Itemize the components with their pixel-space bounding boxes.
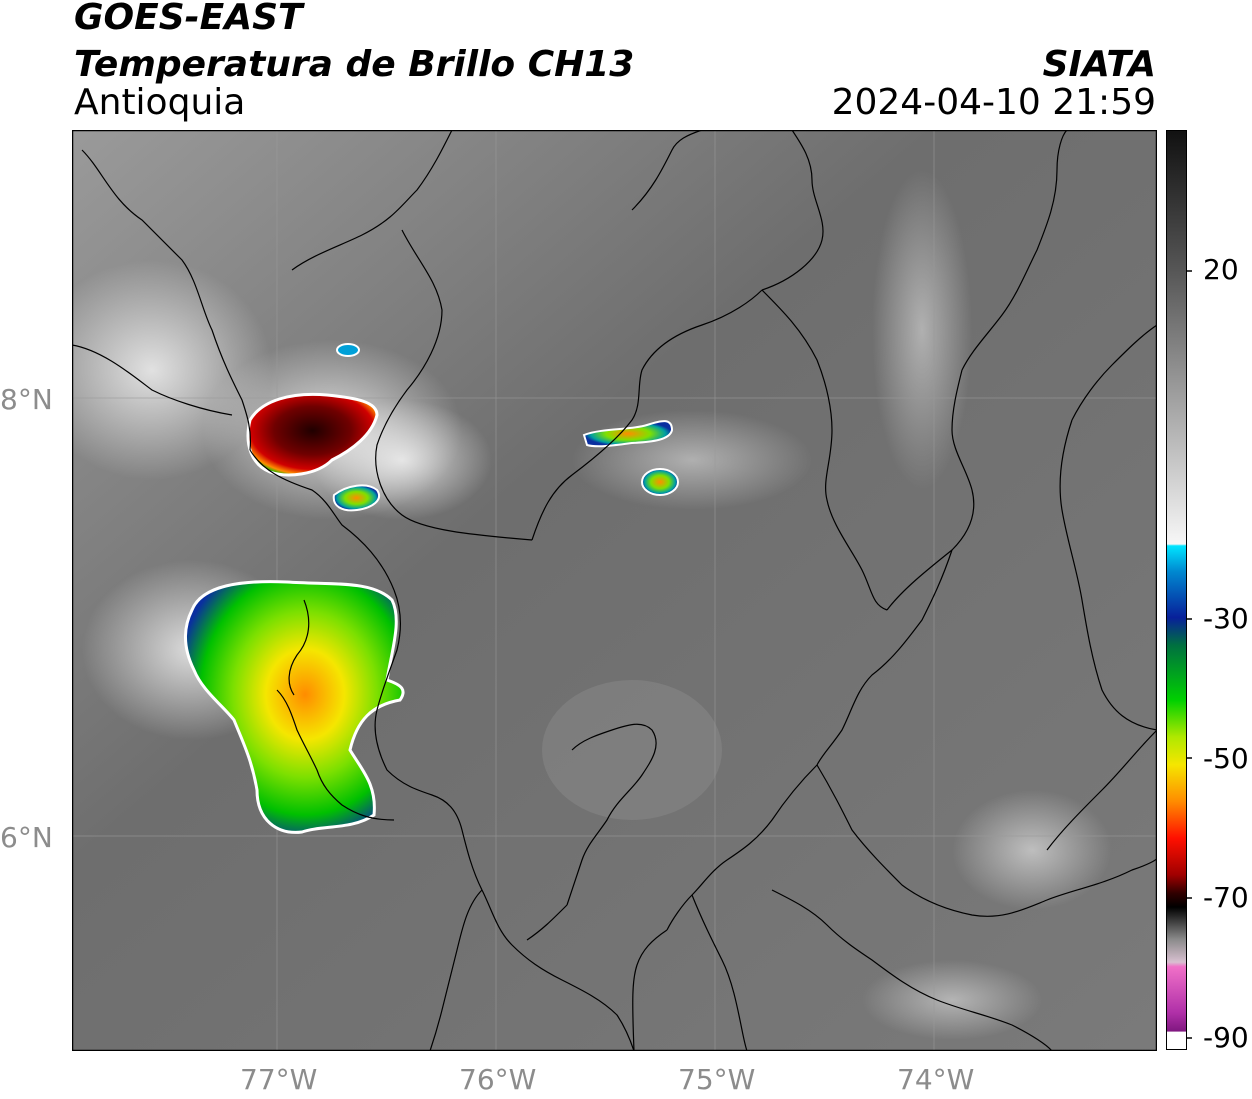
satellite-title: GOES-EAST (74, 0, 303, 38)
colorbar-ticks (1186, 270, 1192, 1039)
storm-cell-small-a (582, 420, 674, 448)
lat-label-6n: 6°N (0, 821, 53, 854)
region-subtitle: Antioquia (74, 82, 246, 123)
colorbar-label-minus90: -90 (1203, 1021, 1249, 1054)
colorbar-label-minus70: -70 (1203, 881, 1249, 914)
brand-label: SIATA (1042, 44, 1156, 85)
lon-label-75w: 75°W (678, 1063, 756, 1096)
product-title: Temperatura de Brillo CH13 (74, 44, 635, 85)
boundaries (72, 130, 1157, 1051)
colorbar-label-minus50: -50 (1203, 742, 1249, 775)
lon-label-76w: 76°W (459, 1063, 537, 1096)
storm-cell-small-c (332, 484, 380, 512)
colorbar (1166, 130, 1192, 1050)
map-frame (72, 130, 1157, 1051)
colorbar-label-20: 20 (1203, 253, 1239, 286)
colorbar-fill (1166, 130, 1187, 1050)
graticule (72, 130, 1157, 1051)
lat-label-8n: 8°N (0, 383, 53, 416)
timestamp-label: 2024-04-10 21:59 (831, 82, 1156, 123)
storm-cell-north (246, 392, 379, 477)
storm-cell-small-d (336, 343, 360, 357)
colorbar-label-minus30: -30 (1203, 602, 1249, 635)
storm-cells (183, 343, 679, 834)
lon-label-74w: 74°W (897, 1063, 975, 1096)
lon-label-77w: 77°W (240, 1063, 318, 1096)
storm-cell-south (183, 580, 405, 834)
storm-cell-small-b (641, 468, 679, 496)
satellite-map[interactable] (72, 130, 1157, 1051)
